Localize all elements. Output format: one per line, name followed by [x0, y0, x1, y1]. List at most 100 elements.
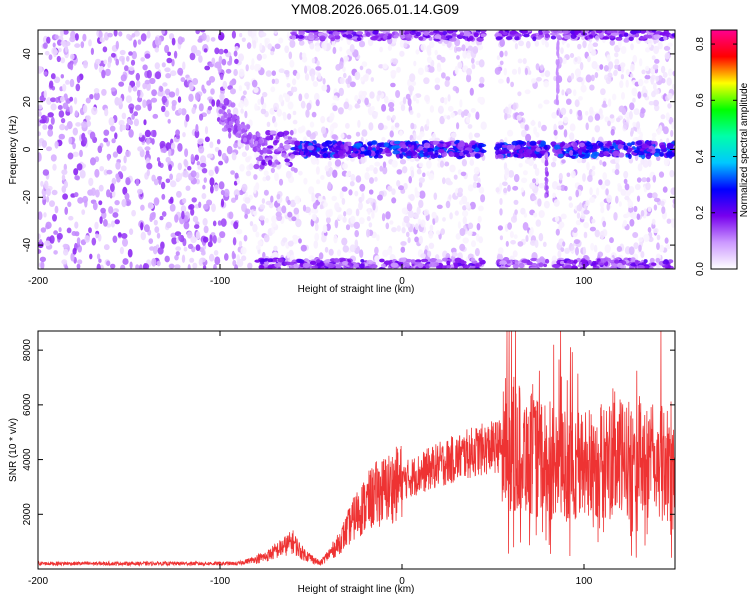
- heatmap-cell: [358, 201, 363, 211]
- heatmap-cell: [594, 151, 600, 157]
- heatmap-cell: [53, 250, 58, 255]
- heatmap-cell: [544, 153, 549, 159]
- heatmap-cell: [93, 88, 100, 94]
- heatmap-cell: [296, 72, 301, 80]
- heatmap-cell: [626, 211, 631, 218]
- heatmap-cell: [118, 119, 125, 126]
- heatmap-cell: [667, 103, 672, 109]
- heatmap-cell: [429, 224, 434, 232]
- heatmap-cell: [520, 30, 528, 34]
- heatmap-cell: [284, 261, 292, 266]
- heatmap-cell: [343, 101, 350, 110]
- heatmap-cell: [513, 154, 519, 158]
- heatmap-cell: [292, 86, 298, 93]
- heatmap-cell: [72, 151, 79, 157]
- heatmap-cell: [530, 120, 536, 126]
- heatmap-cell: [396, 180, 401, 187]
- heatmap-cell: [338, 87, 344, 97]
- heatmap-cell: [157, 247, 164, 255]
- heatmap-cell: [286, 83, 291, 88]
- heatmap-cell: [230, 102, 236, 108]
- heatmap-cell: [265, 70, 272, 77]
- heatmap-cell: [469, 201, 476, 210]
- heatmap-cell: [567, 75, 572, 82]
- heatmap-cell: [544, 30, 550, 34]
- heatmap-cell: [315, 99, 320, 107]
- heatmap-cell: [564, 30, 569, 33]
- heatmap-cell: [289, 35, 297, 39]
- heatmap-cell: [180, 108, 187, 116]
- heatmap-cell: [245, 156, 251, 163]
- heatmap-cell: [409, 110, 414, 115]
- heatmap-cell: [625, 69, 630, 76]
- heatmap-cell: [266, 121, 271, 128]
- heatmap-cell: [578, 96, 583, 101]
- heatmap-cell: [377, 154, 383, 159]
- heatmap-cell: [131, 209, 137, 217]
- heatmap-cell: [379, 258, 385, 263]
- heatmap-cell: [603, 150, 610, 156]
- heatmap-cell: [573, 30, 582, 34]
- snr-x-ticks: -200 -100 0 100: [28, 331, 593, 587]
- heatmap-cell: [64, 125, 69, 131]
- heatmap-cell: [480, 33, 487, 38]
- heatmap-cell: [128, 129, 134, 138]
- heatmap-cell: [311, 73, 315, 82]
- heatmap-cell: [304, 65, 308, 74]
- heatmap-cell: [534, 239, 539, 248]
- heatmap-cell: [231, 152, 237, 161]
- heatmap-cell: [304, 148, 309, 154]
- heatmap-cell: [477, 215, 482, 223]
- heatmap-cell: [477, 44, 484, 51]
- heatmap-cell: [259, 204, 266, 210]
- heatmap-cell: [113, 30, 118, 37]
- heatmap-cell: [656, 234, 661, 241]
- heatmap-cell: [153, 197, 160, 206]
- heatmap-cell: [202, 218, 208, 226]
- heatmap-cell: [124, 65, 129, 72]
- heatmap-cell: [198, 201, 202, 208]
- heatmap-cell: [74, 43, 81, 48]
- heatmap-cell: [190, 208, 195, 216]
- heatmap-cell: [182, 61, 186, 70]
- heatmap-cell: [414, 223, 419, 230]
- heatmap-cell: [277, 206, 282, 213]
- heatmap-cell: [606, 30, 613, 34]
- heatmap-cell: [195, 30, 200, 35]
- heatmap-cell: [460, 171, 467, 177]
- heatmap-cell: [101, 88, 107, 96]
- heatmap-cell: [74, 231, 80, 237]
- heatmap-cell: [173, 50, 178, 59]
- heatmap-cell: [99, 166, 105, 172]
- heatmap-cell: [232, 107, 239, 116]
- heatmap-cell: [476, 223, 481, 231]
- heatmap-cell: [360, 76, 364, 82]
- heatmap-cell: [274, 43, 281, 50]
- heatmap-cell: [322, 78, 326, 85]
- heatmap-cell: [233, 142, 238, 149]
- heatmap-cell: [165, 156, 171, 163]
- heatmap-cell: [328, 248, 334, 256]
- heatmap-cell: [655, 257, 661, 263]
- heatmap-cell: [198, 103, 204, 112]
- heatmap-cell: [81, 121, 88, 128]
- heatmap-cell: [629, 266, 635, 269]
- heatmap-cell: [311, 213, 317, 222]
- heatmap-cell: [235, 132, 240, 138]
- heatmap-cell: [47, 112, 54, 118]
- heatmap-cell: [415, 259, 422, 263]
- heatmap-cell: [62, 243, 69, 249]
- heatmap-cell: [618, 30, 626, 34]
- heatmap-cell: [573, 142, 578, 148]
- heatmap-cell: [633, 108, 640, 116]
- heatmap-cell: [544, 70, 551, 78]
- heatmap-cell: [559, 142, 564, 148]
- y-tick-label: 40: [22, 48, 33, 60]
- heatmap-cell: [175, 129, 181, 136]
- heatmap-cell: [602, 172, 607, 181]
- heatmap-cell: [506, 153, 511, 157]
- heatmap-cell: [238, 53, 244, 62]
- heatmap-cell: [447, 105, 454, 112]
- heatmap-cell: [466, 68, 472, 76]
